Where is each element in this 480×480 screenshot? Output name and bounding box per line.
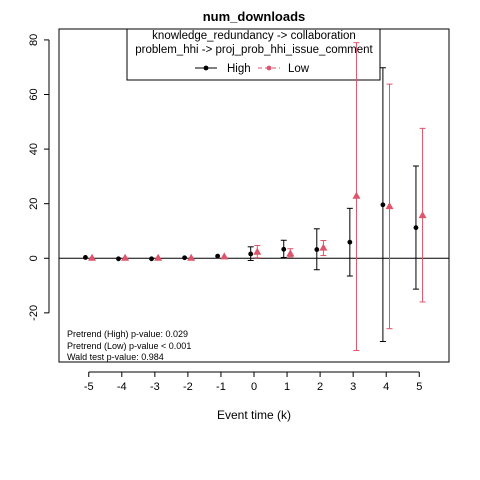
- legend-high-label: High: [227, 63, 251, 75]
- series-high-point: [182, 255, 187, 261]
- legend-header-line1: knowledge_redundancy -> collaboration: [152, 30, 356, 42]
- marks-layer: [83, 42, 427, 352]
- series-low-point: [154, 253, 163, 261]
- legend-low-marker: [266, 65, 272, 71]
- chart-title: num_downloads: [203, 9, 306, 24]
- legend-high-marker: [203, 65, 209, 71]
- x-tick-label: 0: [251, 381, 257, 393]
- y-tick-label: -20: [28, 305, 40, 321]
- axes-layer: -5 -4 -3 -2 -1 0 1 2 3 4 5 -20 0 20 40 60 80: [28, 34, 422, 393]
- series-high-point: [347, 239, 353, 245]
- x-tick-label: 5: [416, 381, 422, 393]
- series-low-point: [286, 249, 295, 257]
- y-tick-label: 40: [28, 143, 40, 155]
- y-tick-label: 20: [28, 198, 40, 210]
- series-high-point: [83, 255, 88, 260]
- series-low-point: [88, 253, 97, 261]
- legend-low-label: Low: [288, 63, 310, 75]
- series-high-point: [413, 225, 419, 231]
- series-low-point: [253, 247, 262, 255]
- series-low-point: [418, 211, 427, 219]
- legend-header-line2: problem_hhi -> proj_prob_hhi_issue_comme…: [135, 44, 373, 56]
- series-low-point: [187, 253, 196, 261]
- series-high-point: [215, 253, 221, 259]
- series-low-point: [385, 202, 394, 210]
- series-high-point: [314, 247, 320, 252]
- annotation-pretrend-high: Pretrend (High) p-value: 0.029: [67, 329, 188, 339]
- legend: knowledge_redundancy -> collaboration pr…: [126, 28, 381, 81]
- x-axis-label: Event time (k): [217, 408, 291, 422]
- x-tick-label: -4: [117, 381, 127, 393]
- series-low-point: [319, 243, 328, 251]
- x-tick-label: 2: [317, 381, 323, 393]
- series-high-point: [116, 256, 121, 262]
- y-tick-label: 80: [28, 34, 40, 46]
- series-high-point: [281, 246, 287, 252]
- x-tick-label: -3: [150, 381, 160, 393]
- annotation-wald-test: Wald test p-value: 0.984: [67, 352, 164, 362]
- x-tick-label: -1: [216, 381, 226, 393]
- annotation-pretrend-low: Pretrend (Low) p-value < 0.001: [67, 341, 191, 351]
- x-tick-label: 4: [383, 381, 389, 393]
- legend-box: [126, 28, 381, 81]
- y-tick-label: 0: [28, 255, 40, 261]
- x-tick-label: 3: [350, 381, 356, 393]
- series-low-point: [121, 253, 130, 261]
- x-tick-label: 1: [284, 381, 290, 393]
- y-tick-label: 60: [28, 88, 40, 100]
- series-low-point: [220, 252, 229, 260]
- series-high-point: [380, 202, 386, 208]
- series-low-point: [352, 191, 361, 199]
- x-tick-label: -5: [84, 381, 94, 393]
- x-tick-label: -2: [183, 381, 193, 393]
- series-high-point: [248, 251, 254, 257]
- series-high-point: [149, 256, 154, 262]
